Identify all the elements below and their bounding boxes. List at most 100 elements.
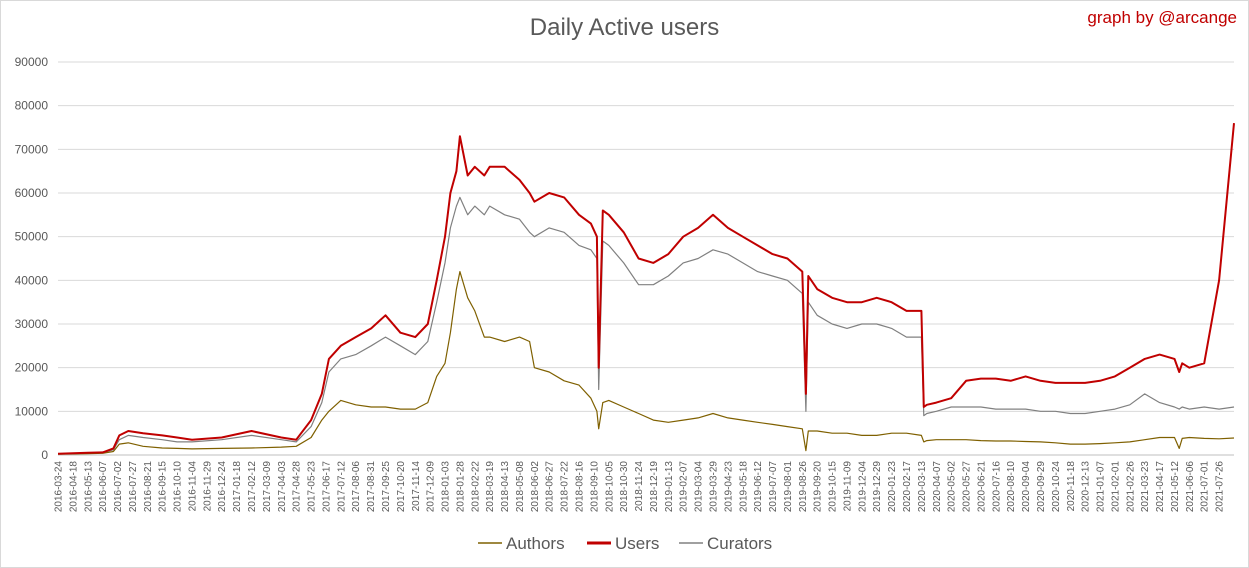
x-tick-label: 2020-10-24 bbox=[1051, 461, 1062, 513]
legend: Authors Users Curators bbox=[478, 534, 772, 553]
x-tick-label: 2020-05-27 bbox=[962, 461, 973, 513]
x-axis: 2016-03-24 2016-04-18 2016-05-13 2016-06-07… bbox=[54, 461, 1226, 513]
x-tick-label: 2016-05-13 bbox=[83, 461, 94, 513]
x-tick-label: 2020-01-23 bbox=[887, 461, 898, 513]
x-tick-label: 2020-09-29 bbox=[1036, 461, 1047, 513]
x-tick-label: 2019-12-29 bbox=[872, 461, 883, 513]
x-tick-label: 2017-03-09 bbox=[262, 461, 273, 513]
x-tick-label: 2020-09-04 bbox=[1021, 461, 1032, 513]
x-tick-label: 2018-12-19 bbox=[649, 461, 660, 513]
x-tick-label: 2018-09-10 bbox=[589, 461, 600, 513]
x-tick-label: 2017-08-31 bbox=[366, 461, 377, 513]
x-tick-label: 2019-11-09 bbox=[842, 461, 853, 512]
x-tick-label: 2016-06-07 bbox=[98, 461, 109, 513]
x-tick-label: 2019-10-15 bbox=[828, 461, 839, 513]
x-tick-label: 2021-06-06 bbox=[1185, 461, 1196, 513]
x-tick-label: 2020-08-10 bbox=[1006, 461, 1017, 513]
x-tick-label: 2017-06-17 bbox=[321, 461, 332, 513]
x-tick-label: 2020-06-21 bbox=[976, 461, 987, 513]
x-tick-label: 2019-02-07 bbox=[679, 461, 690, 513]
y-tick-label: 30000 bbox=[15, 317, 49, 331]
x-tick-label: 2017-04-03 bbox=[277, 461, 288, 513]
x-tick-label: 2018-03-19 bbox=[485, 461, 496, 513]
x-tick-label: 2019-07-07 bbox=[768, 461, 779, 513]
y-tick-label: 90000 bbox=[15, 55, 49, 69]
x-tick-label: 2018-01-03 bbox=[441, 461, 452, 513]
x-tick-label: 2020-05-02 bbox=[947, 461, 958, 513]
x-tick-label: 2020-11-18 bbox=[1066, 461, 1077, 512]
x-tick-label: 2017-04-28 bbox=[292, 461, 303, 513]
y-tick-label: 40000 bbox=[15, 273, 49, 287]
x-tick-label: 2019-12-04 bbox=[857, 461, 868, 513]
x-tick-label: 2016-12-24 bbox=[217, 461, 228, 513]
x-tick-label: 2021-03-23 bbox=[1140, 461, 1151, 513]
x-tick-label: 2017-02-12 bbox=[247, 461, 258, 513]
y-tick-label: 80000 bbox=[15, 99, 49, 113]
x-tick-label: 2017-08-06 bbox=[351, 461, 362, 513]
x-tick-label: 2018-05-08 bbox=[515, 461, 526, 513]
legend-label-users: Users bbox=[615, 534, 659, 553]
x-tick-label: 2018-10-30 bbox=[619, 461, 630, 513]
series-line-users bbox=[57, 123, 1235, 455]
credit-label: graph by @arcange bbox=[1087, 8, 1237, 27]
x-tick-label: 2020-04-07 bbox=[932, 461, 943, 513]
x-tick-label: 2019-03-04 bbox=[694, 461, 705, 513]
x-tick-label: 2018-08-16 bbox=[575, 461, 586, 513]
x-tick-label: 2020-12-13 bbox=[1081, 461, 1092, 513]
x-tick-label: 2019-09-20 bbox=[813, 461, 824, 513]
gridlines bbox=[58, 61, 1234, 456]
x-tick-label: 2019-06-12 bbox=[753, 461, 764, 513]
x-tick-label: 2021-07-01 bbox=[1200, 461, 1211, 513]
x-tick-label: 2018-10-05 bbox=[604, 461, 615, 513]
series-line-authors bbox=[57, 271, 1235, 455]
chart-title: Daily Active users bbox=[529, 14, 720, 41]
x-tick-label: 2016-11-04 bbox=[187, 461, 198, 512]
x-tick-label: 2018-11-24 bbox=[634, 461, 645, 512]
x-tick-label: 2016-10-10 bbox=[173, 461, 184, 513]
x-tick-label: 2018-06-27 bbox=[545, 461, 556, 513]
x-tick-label: 2016-04-18 bbox=[68, 461, 79, 513]
x-tick-label: 2017-09-25 bbox=[381, 461, 392, 513]
x-tick-label: 2018-02-22 bbox=[470, 461, 481, 513]
x-tick-label: 2017-05-23 bbox=[307, 461, 318, 513]
x-tick-label: 2021-07-26 bbox=[1215, 461, 1226, 513]
x-tick-label: 2020-02-17 bbox=[902, 461, 913, 513]
x-tick-label: 2019-08-01 bbox=[783, 461, 794, 513]
x-tick-label: 2021-02-26 bbox=[1125, 461, 1136, 513]
x-tick-label: 2021-05-12 bbox=[1170, 461, 1181, 513]
x-tick-label: 2016-08-21 bbox=[143, 461, 154, 513]
y-tick-label: 0 bbox=[41, 448, 48, 462]
x-tick-label: 2016-03-24 bbox=[54, 461, 65, 513]
x-tick-label: 2016-07-02 bbox=[113, 461, 124, 513]
x-tick-label: 2018-06-02 bbox=[530, 461, 541, 513]
x-tick-label: 2017-12-09 bbox=[426, 461, 437, 513]
x-tick-label: 2016-07-27 bbox=[128, 461, 139, 513]
series-line-curators bbox=[57, 196, 1235, 455]
y-axis: 0 10000 20000 30000 40000 50000 60000 70000 8000… bbox=[15, 55, 49, 462]
x-tick-label: 2019-05-18 bbox=[738, 461, 749, 513]
x-tick-label: 2016-11-29 bbox=[202, 461, 213, 512]
x-tick-label: 2020-03-13 bbox=[917, 461, 928, 513]
y-tick-label: 50000 bbox=[15, 230, 49, 244]
series-lines bbox=[57, 123, 1235, 455]
x-tick-label: 2019-08-26 bbox=[798, 461, 809, 513]
x-tick-label: 2019-03-29 bbox=[708, 461, 719, 513]
x-tick-label: 2017-11-14 bbox=[411, 461, 422, 512]
x-tick-label: 2018-07-22 bbox=[560, 461, 571, 513]
x-tick-label: 2018-04-13 bbox=[500, 461, 511, 513]
y-tick-label: 10000 bbox=[15, 404, 49, 418]
x-tick-label: 2019-04-23 bbox=[723, 461, 734, 513]
y-tick-label: 70000 bbox=[15, 142, 49, 156]
legend-label-authors: Authors bbox=[506, 534, 565, 553]
x-tick-label: 2021-04-17 bbox=[1155, 461, 1166, 513]
x-tick-label: 2019-01-13 bbox=[664, 461, 675, 513]
x-tick-label: 2021-02-01 bbox=[1110, 461, 1121, 513]
x-tick-label: 2017-07-12 bbox=[336, 461, 347, 513]
y-tick-label: 60000 bbox=[15, 186, 49, 200]
x-tick-label: 2017-10-20 bbox=[396, 461, 407, 513]
x-tick-label: 2016-09-15 bbox=[158, 461, 169, 513]
x-tick-label: 2018-01-28 bbox=[455, 461, 466, 513]
legend-label-curators: Curators bbox=[707, 534, 772, 553]
